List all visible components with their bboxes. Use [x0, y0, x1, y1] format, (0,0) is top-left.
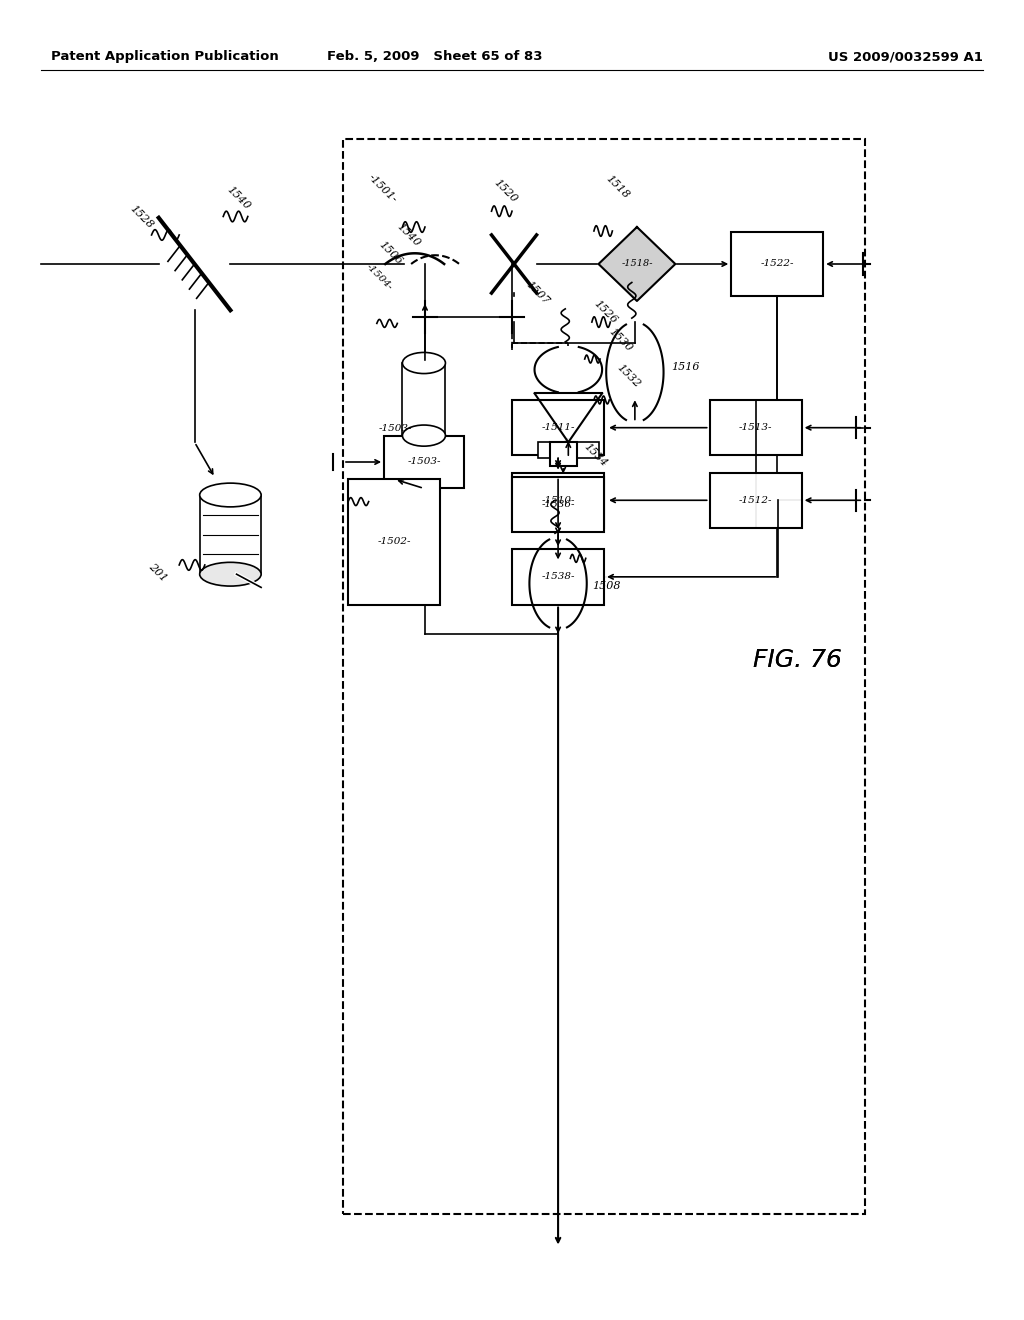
- Ellipse shape: [402, 425, 445, 446]
- Text: 1520: 1520: [492, 177, 519, 205]
- Text: 1532: 1532: [614, 362, 642, 389]
- Text: 1516: 1516: [671, 362, 699, 372]
- Text: -1510-: -1510-: [542, 496, 574, 504]
- Bar: [731, 232, 823, 296]
- Bar: [200, 495, 261, 574]
- Text: -1503-: -1503-: [379, 424, 413, 433]
- Text: -1511-: -1511-: [542, 424, 574, 432]
- Text: 1508: 1508: [592, 581, 621, 591]
- Text: Patent Application Publication: Patent Application Publication: [51, 50, 279, 63]
- Text: US 2009/0032599 A1: US 2009/0032599 A1: [828, 50, 983, 63]
- Bar: [512, 477, 604, 532]
- Ellipse shape: [200, 562, 261, 586]
- Bar: [710, 400, 802, 455]
- Bar: [512, 549, 604, 605]
- Bar: [512, 400, 604, 455]
- Text: FIG. 76: FIG. 76: [753, 648, 842, 672]
- Text: 1540: 1540: [225, 183, 253, 211]
- Bar: [402, 363, 445, 436]
- Bar: [538, 442, 599, 458]
- Bar: [384, 436, 464, 488]
- Text: 1540: 1540: [395, 220, 423, 248]
- Text: 1534: 1534: [582, 441, 609, 469]
- Text: -1503-: -1503-: [408, 458, 440, 466]
- Text: 1518: 1518: [604, 173, 632, 201]
- Text: -1538-: -1538-: [542, 573, 574, 581]
- Bar: [550, 442, 577, 466]
- Bar: [348, 479, 440, 605]
- Text: FIG. 76: FIG. 76: [753, 648, 842, 672]
- Text: -1536-: -1536-: [542, 500, 574, 508]
- Text: 1526: 1526: [592, 298, 620, 326]
- Text: -1512-: -1512-: [739, 496, 772, 504]
- Polygon shape: [598, 227, 676, 301]
- Text: -1501-: -1501-: [367, 172, 399, 205]
- Bar: [710, 473, 802, 528]
- Bar: [512, 473, 604, 528]
- Text: -1518-: -1518-: [622, 260, 652, 268]
- Text: Feb. 5, 2009   Sheet 65 of 83: Feb. 5, 2009 Sheet 65 of 83: [328, 50, 543, 63]
- Bar: [343, 139, 865, 1214]
- Text: -1513-: -1513-: [739, 424, 772, 432]
- Ellipse shape: [200, 483, 261, 507]
- Text: -1522-: -1522-: [761, 260, 794, 268]
- Text: 1507: 1507: [524, 279, 552, 306]
- Ellipse shape: [402, 352, 445, 374]
- Text: 1506: 1506: [377, 239, 404, 267]
- Text: -1504-: -1504-: [365, 261, 394, 292]
- Text: 1530: 1530: [607, 326, 635, 354]
- Text: 1528: 1528: [128, 203, 156, 231]
- Text: 201: 201: [146, 561, 169, 583]
- Text: -1502-: -1502-: [378, 537, 411, 546]
